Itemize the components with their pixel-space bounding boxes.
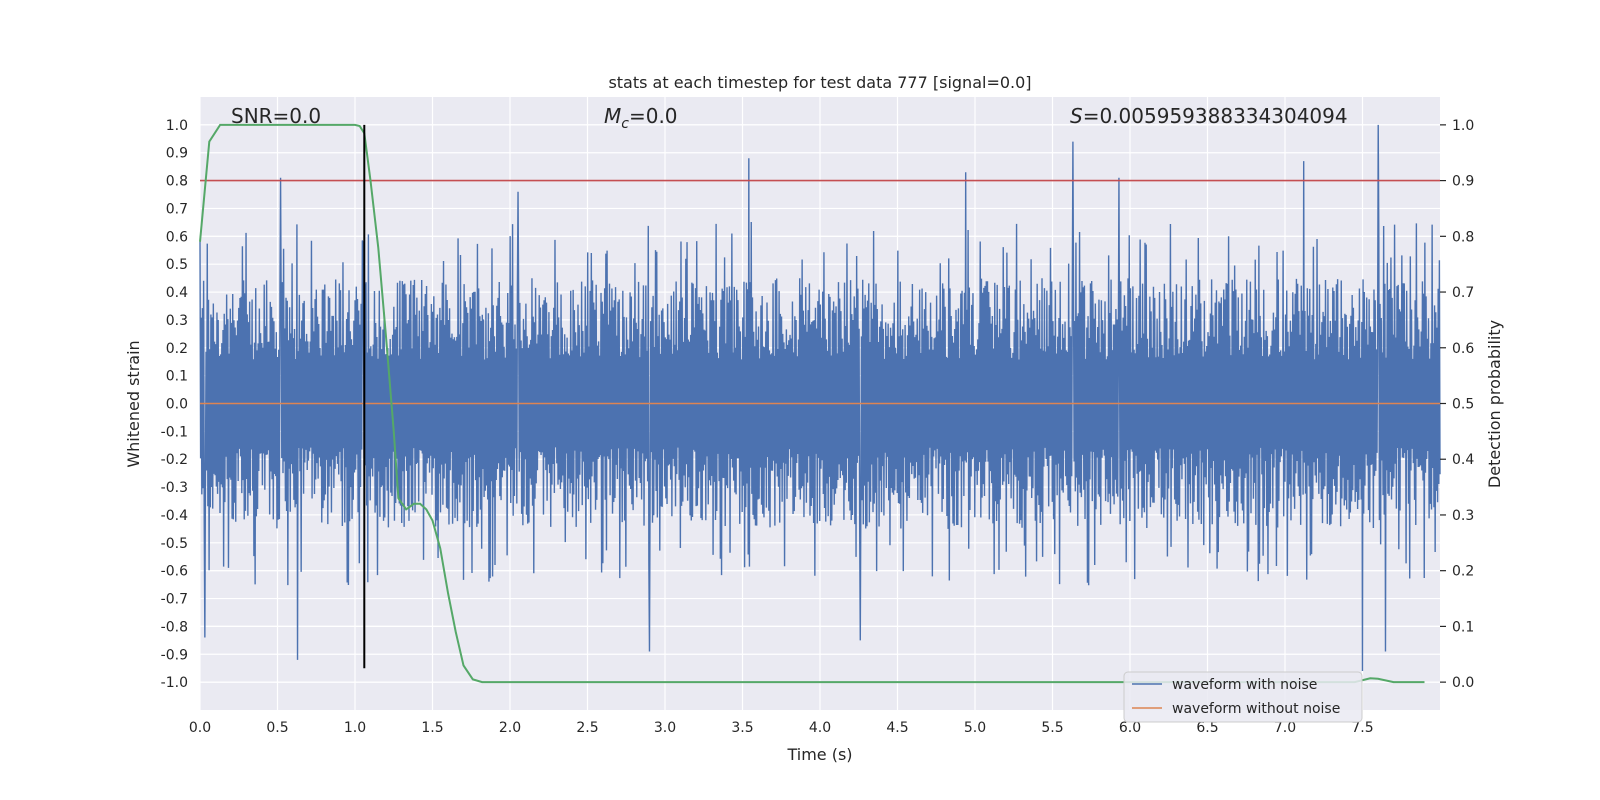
y2-tick-label: 0.8: [1452, 229, 1474, 245]
x-tick-label: 5.5: [1041, 720, 1063, 736]
y2-tick-label: 1.0: [1452, 118, 1474, 134]
chirp-mass-subscript: c: [621, 116, 629, 132]
y-tick-label: 1.0: [166, 118, 188, 134]
score-symbol: S: [1070, 104, 1083, 128]
chirp-mass-symbol: M: [604, 104, 621, 128]
y-tick-label: -0.8: [161, 619, 188, 635]
y-tick-label: -0.1: [161, 424, 188, 440]
x-tick-label: 7.5: [1351, 720, 1373, 736]
y-tick-label: -1.0: [161, 675, 188, 691]
y-tick-label: -0.6: [161, 564, 188, 580]
score-annotation: S=0.005959388334304094: [1070, 104, 1348, 128]
legend-box: [1123, 671, 1363, 723]
y2-tick-label: 0.6: [1452, 341, 1474, 357]
y-tick-label: -0.7: [161, 592, 188, 608]
y-tick-label: 0.9: [166, 146, 188, 162]
ticks-layer: 0.0 0.5 1.0 1.5 2.0 2.5 3.0 3.5 4.0 4.5 5.0 5.5 6.0 6…: [161, 118, 1475, 736]
x-tick-label: 1.5: [421, 720, 443, 736]
chart-title: stats at each timestep for test data 777…: [608, 73, 1031, 92]
chirp-mass-value: =0.0: [629, 104, 678, 128]
y-tick-label: 0.7: [166, 201, 188, 217]
x-axis-label: Time (s): [786, 745, 852, 764]
y-tick-label: -0.2: [161, 452, 188, 468]
chirp-mass-annotation: Mc=0.0: [604, 104, 678, 132]
y-tick-label: -0.5: [161, 536, 188, 552]
x-tick-label: 7.0: [1274, 720, 1296, 736]
y2-tick-label: 0.9: [1452, 174, 1474, 190]
y-tick-label: -0.4: [161, 508, 188, 524]
legend: waveform with noise waveform without noi…: [1123, 671, 1363, 723]
snr-annotation: SNR=0.0: [231, 104, 321, 128]
y-axis-label: Whitened strain: [124, 340, 143, 467]
y2-tick-label: 0.5: [1452, 397, 1474, 413]
x-tick-label: 6.0: [1119, 720, 1141, 736]
x-tick-label: 6.5: [1196, 720, 1218, 736]
y-tick-label: -0.9: [161, 647, 188, 663]
y-tick-label: 0.4: [166, 285, 188, 301]
series-detection-probability: [199, 123, 1425, 684]
x-tick-label: 4.5: [886, 720, 908, 736]
x-tick-label: 4.0: [809, 720, 831, 736]
y-tick-label: 0.0: [166, 397, 188, 413]
y-tick-label: 0.8: [166, 174, 188, 190]
x-tick-label: 3.5: [731, 720, 753, 736]
x-tick-label: 0.0: [189, 720, 211, 736]
score-value: =0.005959388334304094: [1083, 104, 1348, 128]
y-tick-label: 0.5: [166, 257, 188, 273]
x-tick-label: 2.5: [576, 720, 598, 736]
x-tick-label: 3.0: [654, 720, 676, 736]
data-layer: [199, 123, 1441, 684]
y2-tick-label: 0.3: [1452, 508, 1474, 524]
y-tick-label: 0.1: [166, 369, 188, 385]
series-waveform-with-noise: [199, 124, 1441, 671]
legend-label-clean: waveform without noise: [1172, 701, 1340, 717]
y2-tick-label: 0.0: [1452, 675, 1474, 691]
x-tick-label: 5.0: [964, 720, 986, 736]
x-tick-label: 2.0: [499, 720, 521, 736]
y2-tick-label: 0.1: [1452, 619, 1474, 635]
y-tick-label: 0.6: [166, 229, 188, 245]
y2-tick-label: 0.4: [1452, 452, 1474, 468]
y2-tick-label: 0.7: [1452, 285, 1474, 301]
x-tick-label: 1.0: [344, 720, 366, 736]
y-tick-label: 0.3: [166, 313, 188, 329]
y2-axis-label: Detection probability: [1485, 320, 1504, 488]
x-tick-label: 0.5: [266, 720, 288, 736]
y2-tick-label: 0.2: [1452, 564, 1474, 580]
legend-label-noise: waveform with noise: [1172, 677, 1317, 693]
y-tick-label: 0.2: [166, 341, 188, 357]
y-tick-label: -0.3: [161, 480, 188, 496]
